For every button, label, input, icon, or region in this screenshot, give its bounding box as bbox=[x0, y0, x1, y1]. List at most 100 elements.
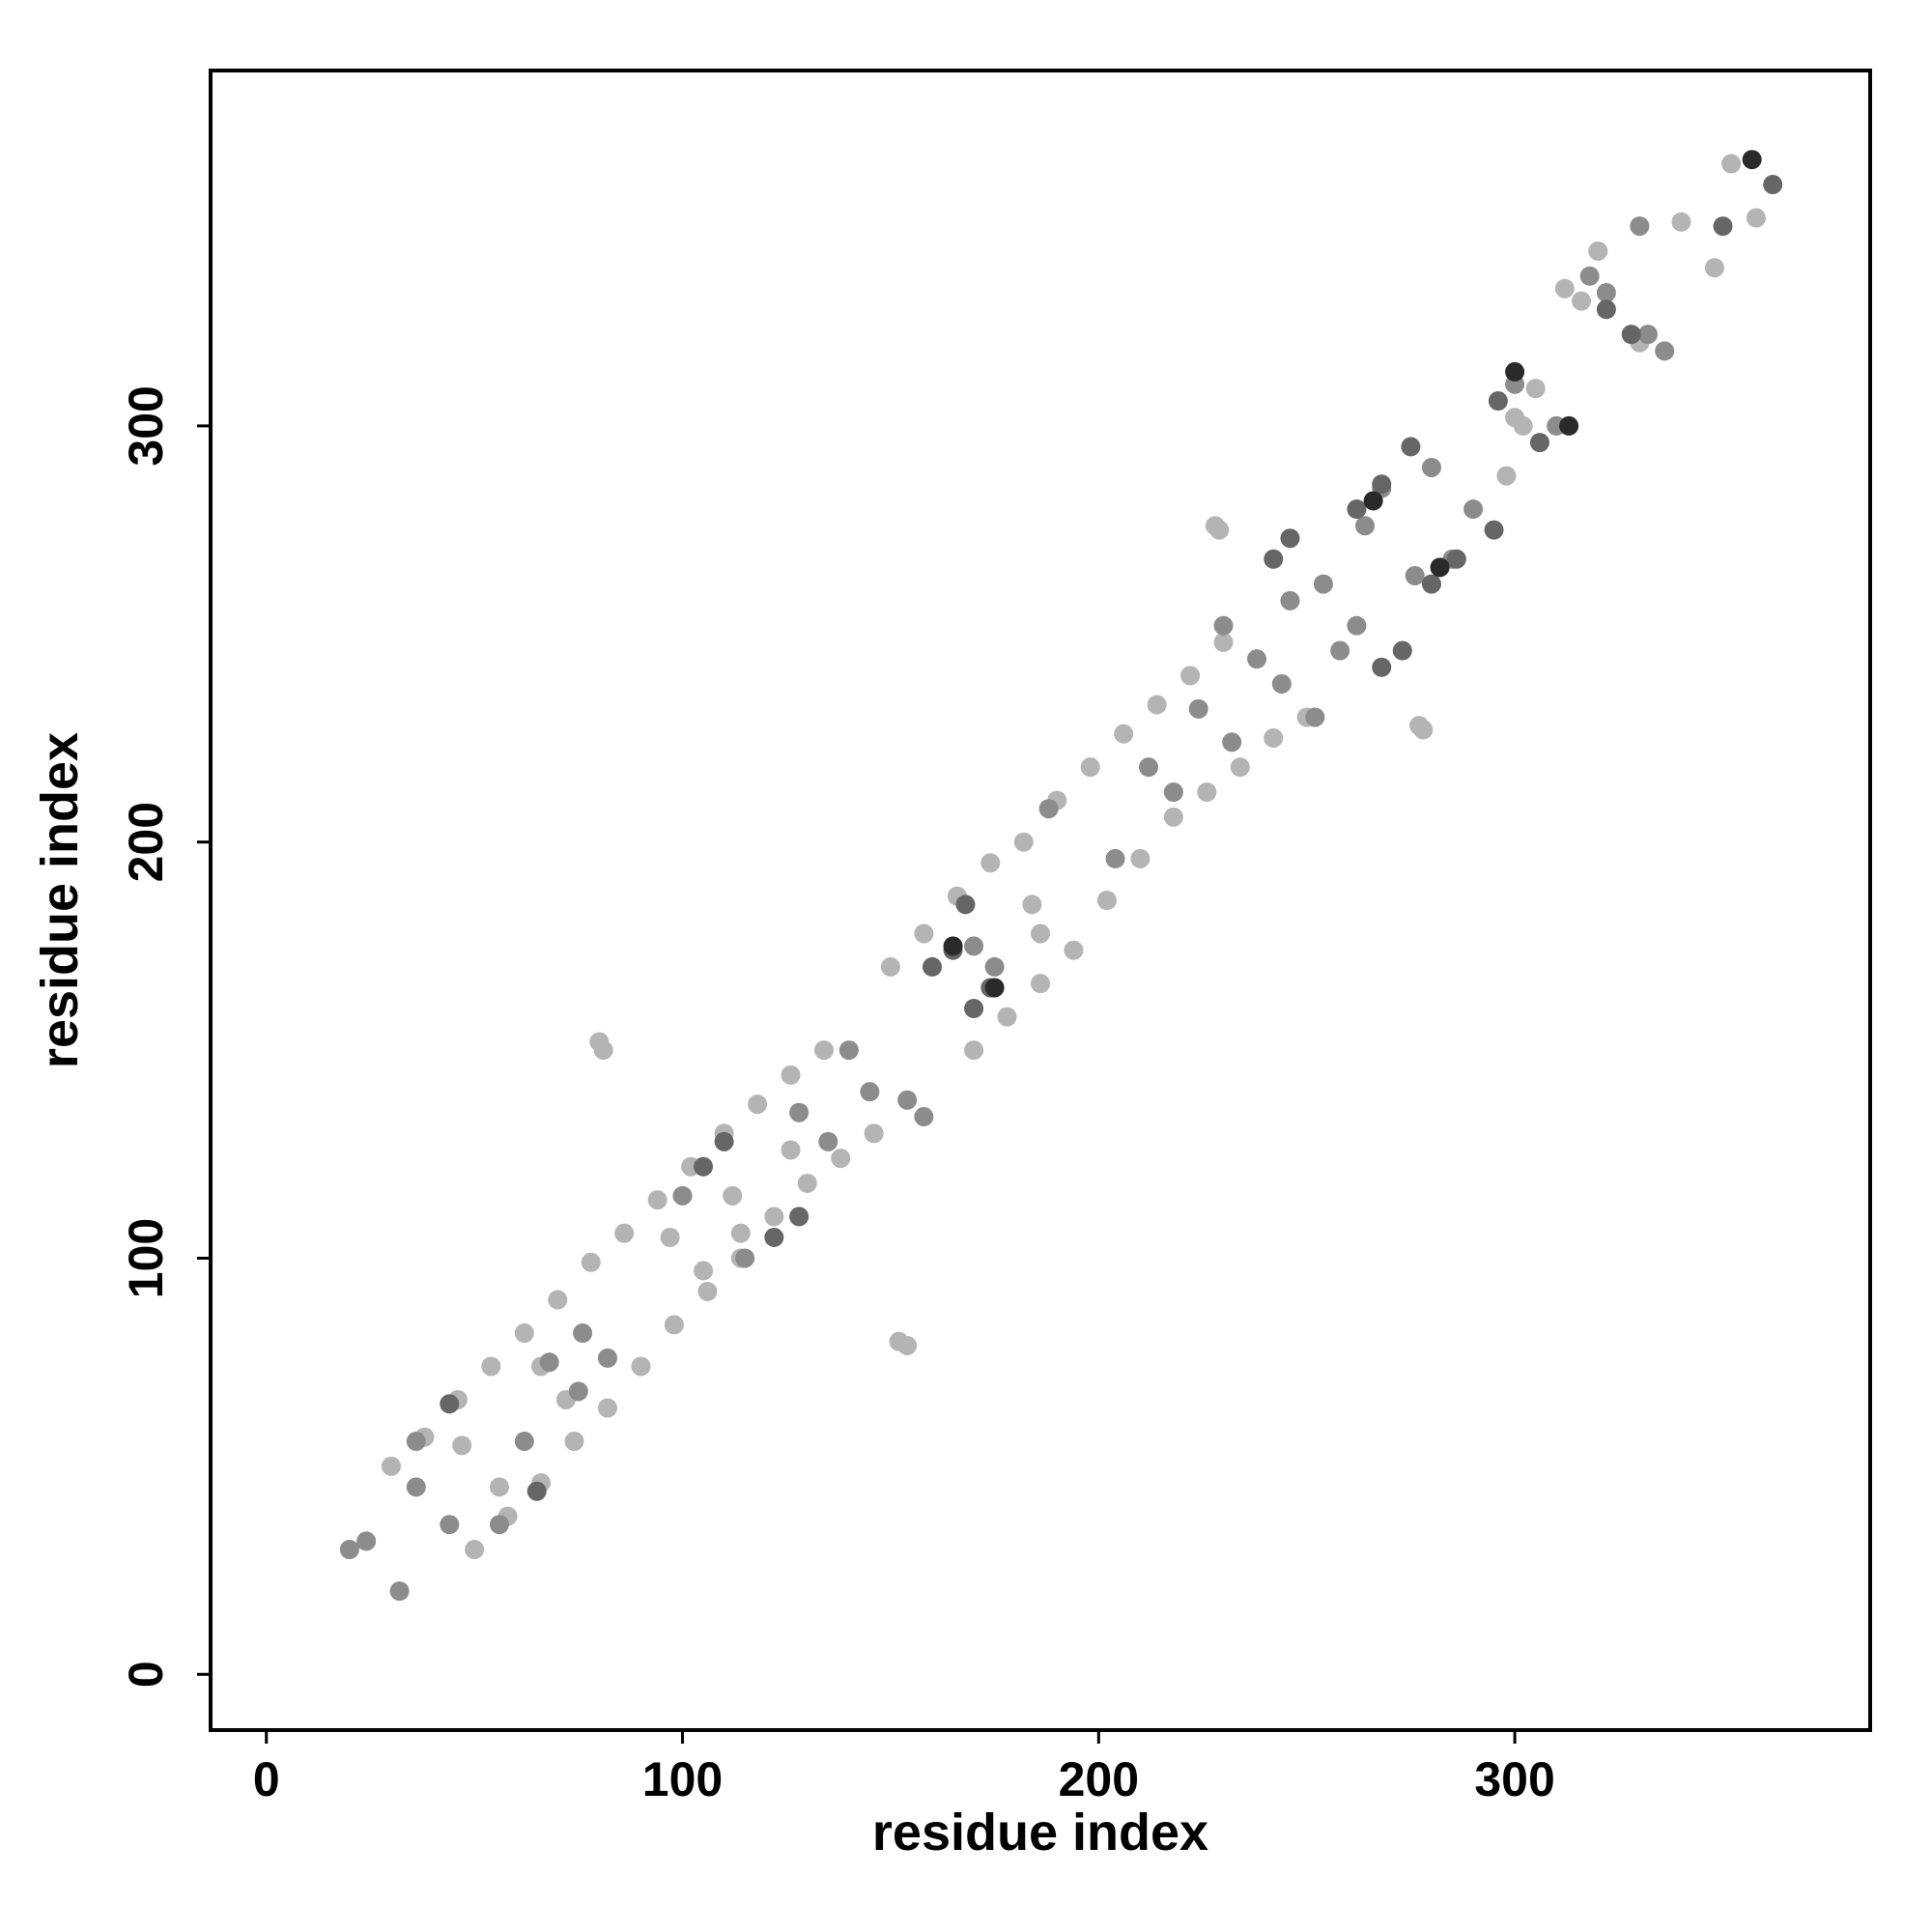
point bbox=[1213, 632, 1234, 652]
point bbox=[748, 1094, 768, 1115]
point bbox=[943, 936, 963, 956]
point bbox=[1529, 433, 1549, 453]
point bbox=[1430, 557, 1450, 578]
point bbox=[1031, 923, 1050, 944]
point bbox=[614, 1223, 635, 1243]
x-tick-label: 0 bbox=[253, 1752, 280, 1806]
point bbox=[1554, 278, 1575, 298]
point bbox=[1446, 549, 1466, 569]
point bbox=[997, 1007, 1017, 1027]
point bbox=[526, 1481, 547, 1501]
point bbox=[1209, 520, 1230, 540]
point bbox=[694, 1156, 714, 1177]
point bbox=[964, 999, 984, 1019]
point bbox=[489, 1477, 509, 1497]
point bbox=[831, 1149, 851, 1169]
point bbox=[1572, 291, 1592, 311]
point bbox=[581, 1252, 601, 1272]
point bbox=[1064, 940, 1084, 960]
point bbox=[548, 1290, 568, 1310]
x-tick-label: 300 bbox=[1474, 1752, 1554, 1806]
point bbox=[1763, 175, 1783, 195]
point bbox=[1313, 574, 1333, 594]
point bbox=[897, 1335, 918, 1355]
point bbox=[1671, 212, 1691, 232]
point bbox=[573, 1323, 593, 1344]
point bbox=[1247, 649, 1267, 669]
y-tick-label: 100 bbox=[119, 1218, 173, 1298]
point bbox=[1280, 590, 1300, 611]
point bbox=[1392, 640, 1412, 661]
point bbox=[672, 1185, 693, 1206]
point bbox=[697, 1281, 718, 1301]
point bbox=[1038, 799, 1059, 819]
point bbox=[764, 1207, 784, 1227]
point bbox=[735, 1248, 755, 1268]
point bbox=[1488, 391, 1508, 412]
point bbox=[1080, 757, 1100, 778]
y-tick-label: 200 bbox=[119, 802, 173, 882]
point bbox=[1147, 695, 1167, 715]
point bbox=[1188, 698, 1208, 719]
point bbox=[1463, 499, 1484, 520]
y-tick-label: 0 bbox=[119, 1661, 173, 1688]
y-tick-label: 300 bbox=[119, 385, 173, 466]
point bbox=[1355, 516, 1376, 536]
point bbox=[1704, 258, 1724, 278]
point bbox=[838, 1040, 859, 1061]
point bbox=[1197, 781, 1217, 802]
point bbox=[1421, 457, 1441, 477]
point bbox=[1525, 379, 1546, 399]
point bbox=[1163, 807, 1183, 827]
point bbox=[406, 1477, 426, 1497]
point bbox=[452, 1435, 472, 1456]
point bbox=[1713, 216, 1733, 237]
point bbox=[1505, 361, 1525, 382]
point bbox=[593, 1040, 613, 1061]
point bbox=[440, 1394, 460, 1414]
point bbox=[914, 923, 934, 944]
point bbox=[1655, 341, 1675, 361]
point bbox=[1421, 574, 1441, 594]
point bbox=[1305, 707, 1325, 727]
point bbox=[1746, 208, 1766, 228]
point bbox=[1105, 848, 1125, 868]
point bbox=[1742, 150, 1762, 170]
point bbox=[797, 1173, 817, 1193]
point bbox=[1130, 848, 1151, 868]
point bbox=[694, 1261, 714, 1281]
point bbox=[1230, 757, 1250, 778]
point bbox=[781, 1065, 801, 1085]
point bbox=[1180, 666, 1201, 686]
point bbox=[1096, 891, 1117, 910]
point bbox=[564, 1432, 584, 1452]
point bbox=[764, 1227, 784, 1247]
point bbox=[1413, 720, 1434, 740]
point bbox=[489, 1515, 509, 1535]
point bbox=[818, 1131, 838, 1151]
point bbox=[864, 1123, 884, 1144]
point bbox=[339, 1540, 359, 1560]
point bbox=[1630, 216, 1650, 237]
point bbox=[440, 1515, 460, 1535]
point bbox=[481, 1356, 501, 1377]
point bbox=[984, 956, 1005, 977]
point bbox=[1596, 283, 1616, 303]
point bbox=[1264, 727, 1284, 748]
point bbox=[647, 1190, 668, 1210]
point bbox=[922, 956, 942, 977]
point bbox=[356, 1531, 377, 1551]
point bbox=[723, 1185, 743, 1206]
point bbox=[1637, 325, 1658, 345]
point bbox=[1347, 499, 1367, 520]
point bbox=[1721, 154, 1742, 174]
point bbox=[381, 1456, 401, 1476]
point bbox=[880, 956, 900, 977]
point bbox=[964, 936, 984, 956]
point bbox=[1163, 781, 1183, 802]
x-tick-label: 100 bbox=[642, 1752, 723, 1806]
point bbox=[568, 1381, 588, 1402]
point bbox=[1401, 437, 1421, 457]
point bbox=[714, 1131, 734, 1151]
